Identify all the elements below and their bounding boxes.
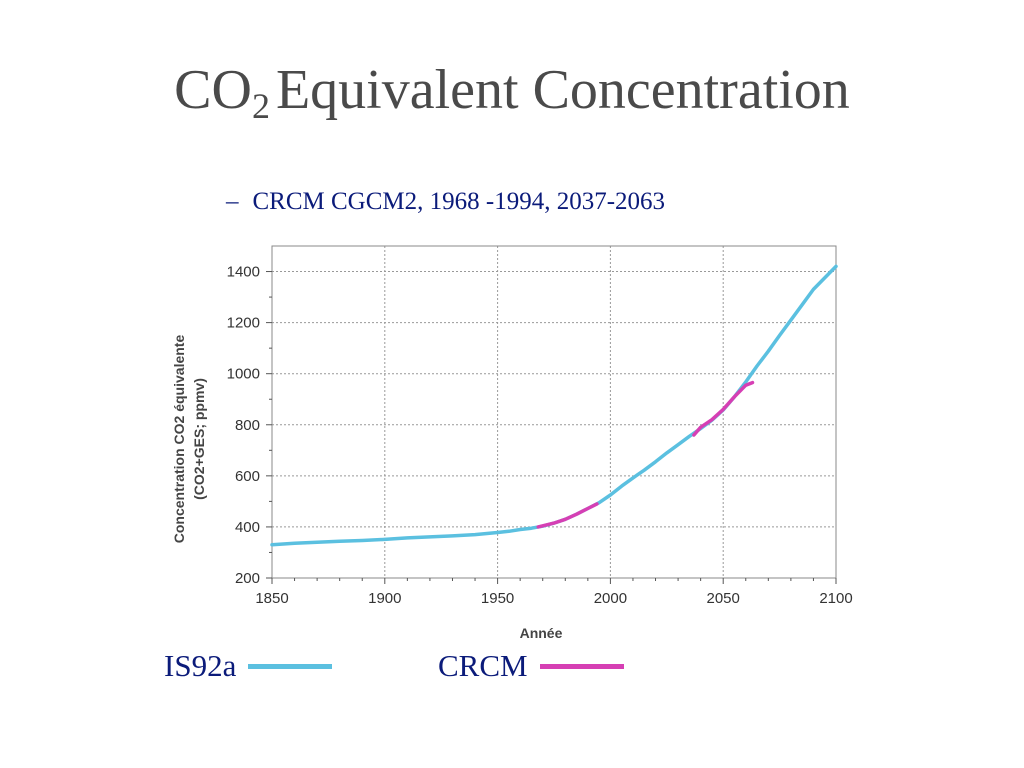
y-tick-label-1200: 1200: [227, 315, 260, 332]
x-tick-label-1900: 1900: [368, 590, 401, 607]
legend-swatch-crcm: [539, 664, 624, 670]
y-axis-label-line2: (CO2+GES; ppmv): [191, 378, 207, 500]
y-axis-label-line1: Concentration CO2 équivalente: [171, 335, 187, 544]
slide-title: CO2 Equivalent Concentration: [0, 59, 1024, 124]
y-tick-label-600: 600: [235, 468, 260, 485]
bullet-dash: –: [226, 188, 239, 215]
bullet-text: CRCM CGCM2, 1968 -1994, 2037-2063: [252, 188, 666, 215]
y-tick-label-800: 800: [235, 417, 260, 434]
chart-axes: [271, 245, 837, 579]
title-rest: Equivalent Concentration: [275, 59, 850, 121]
x-tick-label-2000: 2000: [594, 590, 627, 607]
co2-concentration-chart: 1850 1900 1950 2000 2050 2100 200 400 600 800 1000…: [171, 245, 853, 641]
legend-item-crcm: CRCM: [438, 648, 624, 684]
legend-swatch-is92a: [248, 664, 333, 670]
x-tick-label-1950: 1950: [481, 590, 514, 607]
legend-item-is92a: IS92a: [164, 648, 333, 684]
chart-ticks: 1850 1900 1950 2000 2050 2100 200 400 600 800 1000…: [227, 264, 853, 607]
x-tick-label-1850: 1850: [255, 590, 288, 607]
chart-series: [270, 264, 838, 547]
plot-frame: [271, 245, 837, 579]
legend-label-is92a: IS92a: [164, 648, 237, 683]
x-axis-label: Année: [520, 625, 563, 641]
y-tick-label-1400: 1400: [227, 264, 260, 281]
series-line-is92a: [270, 264, 838, 547]
title-main: CO: [174, 59, 252, 121]
chart-grid: [272, 246, 837, 578]
title-subscript: 2: [251, 86, 270, 126]
y-tick-label-200: 200: [235, 570, 260, 587]
x-tick-label-2100: 2100: [819, 590, 852, 607]
legend-label-crcm: CRCM: [438, 648, 528, 683]
y-tick-label-400: 400: [235, 519, 260, 536]
x-tick-label-2050: 2050: [707, 590, 740, 607]
series-line-crcm-1: [536, 502, 599, 529]
y-tick-label-1000: 1000: [227, 366, 260, 383]
series-line-crcm-2: [692, 380, 755, 437]
bullet-item: – CRCM CGCM2, 1968 -1994, 2037-2063: [226, 188, 665, 216]
